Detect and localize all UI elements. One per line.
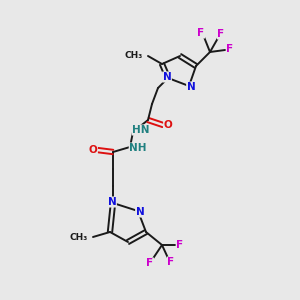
Text: F: F [167, 257, 175, 267]
Text: N: N [163, 72, 171, 82]
Text: O: O [164, 120, 172, 130]
Text: CH₃: CH₃ [125, 50, 143, 59]
Text: F: F [197, 28, 205, 38]
Text: CH₃: CH₃ [70, 232, 88, 242]
Text: F: F [226, 44, 234, 54]
Text: F: F [146, 258, 154, 268]
Text: F: F [176, 240, 184, 250]
Text: N: N [136, 207, 144, 217]
Text: N: N [108, 197, 116, 207]
Text: HN: HN [132, 125, 150, 135]
Text: NH: NH [129, 143, 147, 153]
Text: O: O [88, 145, 98, 155]
Text: N: N [187, 82, 195, 92]
Text: F: F [218, 29, 225, 39]
